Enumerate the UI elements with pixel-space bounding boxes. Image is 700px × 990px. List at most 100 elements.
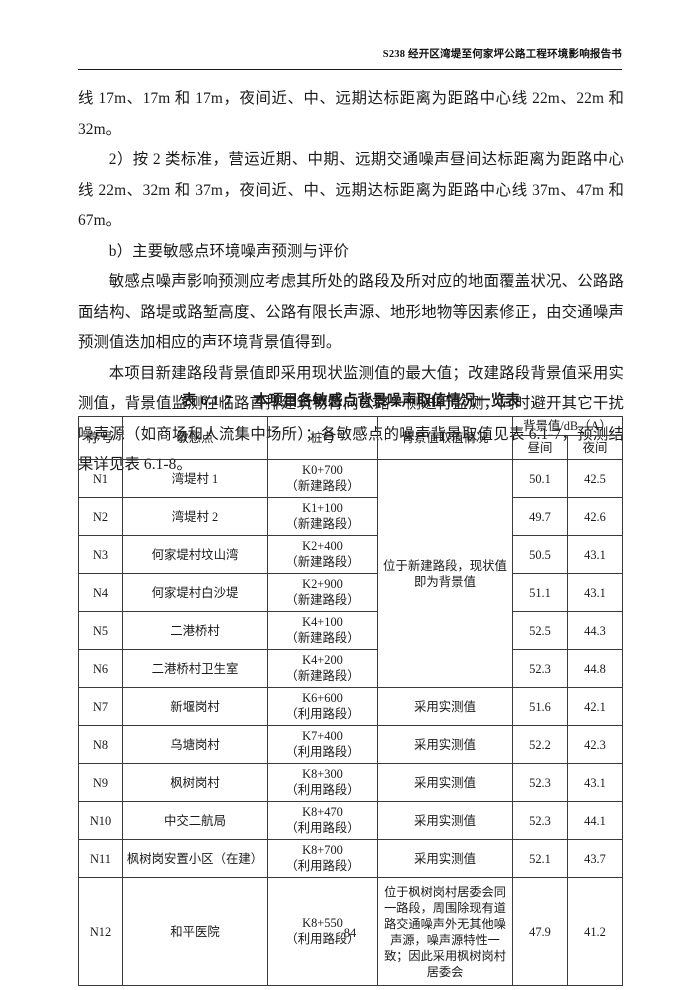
cell-no: N4: [78, 573, 123, 612]
table-row: N10 中交二航局 K8+470 （利用路段） 采用实测值 52.3 44.1: [78, 801, 623, 840]
running-header: S238 经开区湾堤至何家坪公路工程环境影响报告书: [382, 49, 622, 60]
header-divider: [78, 69, 622, 70]
cell-stake: K4+100 （新建路段）: [267, 611, 378, 650]
stake-chainage: K0+700: [302, 463, 343, 477]
cell-day-value: 52.3: [512, 801, 568, 840]
table-row: N1 湾堤村 1 K0+700 （新建路段） 位于新建路段，现状值即为背景值 50.1 42…: [78, 459, 623, 688]
cell-night-value: 44.1: [567, 801, 623, 840]
stake-segment: （新建路段）: [285, 592, 360, 607]
cell-point: 乌塘岗村: [122, 725, 268, 764]
table-caption: 表 6.1-7 本项目各敏感点背景噪声取值情况一览表: [78, 389, 624, 410]
table-row: N8 乌塘岗村 K7+400 （利用路段） 采用实测值 52.2 42.3: [78, 725, 623, 764]
cell-day-value: 52.3: [512, 763, 568, 802]
table-row: N6 二港桥村卫生室 K4+200 （新建路段） 52.3 44.8: [78, 649, 623, 688]
stake-chainage: K2+900: [302, 577, 343, 591]
header-no: 序号: [78, 416, 123, 460]
paragraph-1: 线 17m、17m 和 17m，夜间近、中、远期达标距离为距路中心线 22m、2…: [78, 90, 624, 138]
cell-stake: K4+200 （新建路段）: [267, 649, 378, 688]
cell-point: 枫树岗安置小区（在建）: [122, 839, 268, 878]
cell-day-value: 49.7: [512, 497, 568, 536]
table-caption-text: 本项目各敏感点背景噪声取值情况一览表: [253, 393, 521, 409]
stake-chainage: K4+100: [302, 615, 343, 629]
table-row: N9 枫树岗村 K8+300 （利用路段） 采用实测值 52.3 43.1: [78, 763, 623, 802]
cell-day-value: 52.5: [512, 611, 568, 650]
cell-stake: K2+400 （新建路段）: [267, 535, 378, 574]
cell-point: 中交二航局: [122, 801, 268, 840]
cell-situation: 采用实测值: [377, 725, 513, 764]
cell-situation: 采用实测值: [377, 839, 513, 878]
cell-day-value: 52.1: [512, 839, 568, 878]
cell-stake: K8+300 （利用路段）: [267, 763, 378, 802]
stake-segment: （利用路段）: [285, 931, 360, 946]
table-row: N4 何家堤村白沙堤 K2+900 （新建路段） 51.1 43.1: [78, 573, 623, 612]
cell-no: N6: [78, 649, 123, 688]
cell-night-value: 41.2: [567, 877, 623, 986]
paragraph-2: 2）按 2 类标准，营运近期、中期、远期交通噪声昼间达标距离为距路中心线 22m…: [78, 151, 624, 229]
header-point: 敏感点: [122, 416, 268, 460]
stake-chainage: K8+700: [302, 843, 343, 857]
cell-night-value: 42.3: [567, 725, 623, 764]
cell-no: N1: [78, 459, 123, 498]
stake-segment: （利用路段）: [285, 782, 360, 797]
table-header-row-1: 序号 敏感点 桩号 背景值取值情况 背景值/dB（A）: [78, 416, 623, 460]
background-noise-table-wrapper: 序号 敏感点 桩号 背景值取值情况 背景值/dB（A） 昼间 夜间 N1 湾堤村 …: [78, 416, 623, 986]
page-number: 84: [343, 926, 357, 940]
stake-segment: （利用路段）: [285, 744, 360, 759]
stake-chainage: K6+600: [302, 691, 343, 705]
cell-night-value: 43.1: [567, 573, 623, 612]
cell-no: N7: [78, 687, 123, 726]
stake-segment: （利用路段）: [285, 858, 360, 873]
cell-day-value: 52.3: [512, 649, 568, 688]
cell-night-value: 42.1: [567, 687, 623, 726]
stake-chainage: K4+200: [302, 653, 343, 667]
stake-segment: （新建路段）: [285, 668, 360, 683]
background-noise-table: 序号 敏感点 桩号 背景值取值情况 背景值/dB（A） 昼间 夜间 N1 湾堤村 …: [78, 416, 623, 986]
cell-night-value: 43.1: [567, 535, 623, 574]
cell-night-value: 42.5: [567, 459, 623, 498]
cell-situation: 采用实测值: [377, 801, 513, 840]
table-row: N7 新堰岗村 K6+600 （利用路段） 采用实测值 51.6 42.1: [78, 687, 623, 726]
cell-stake: K2+900 （新建路段）: [267, 573, 378, 612]
table-row: N2 湾堤村 2 K1+100 （新建路段） 49.7 42.6: [78, 497, 623, 536]
cell-point: 何家堤村坟山湾: [122, 535, 268, 574]
stake-segment: （新建路段）: [285, 478, 360, 493]
header-day: 昼间: [512, 435, 568, 460]
cell-no: N3: [78, 535, 123, 574]
table-row: N11 枫树岗安置小区（在建） K8+700 （利用路段） 采用实测值 52.1 43.7: [78, 839, 623, 878]
cell-day-value: 52.2: [512, 725, 568, 764]
cell-point: 何家堤村白沙堤: [122, 573, 268, 612]
cell-no: N11: [78, 839, 123, 878]
cell-stake: K0+700 （新建路段）: [267, 459, 378, 498]
cell-day-value: 51.1: [512, 573, 568, 612]
stake-chainage: K1+100: [302, 501, 343, 515]
cell-no: N10: [78, 801, 123, 840]
header-stake: 桩号: [267, 416, 378, 460]
cell-day-value: 51.6: [512, 687, 568, 726]
paragraph-4: 敏感点噪声影响预测应考虑其所处的路段及所对应的地面覆盖状况、公路路面结构、路堤或…: [78, 273, 624, 351]
cell-point: 新堰岗村: [122, 687, 268, 726]
cell-point: 二港桥村: [122, 611, 268, 650]
stake-segment: （新建路段）: [285, 630, 360, 645]
stake-chainage: K8+470: [302, 805, 343, 819]
cell-night-value: 42.6: [567, 497, 623, 536]
stake-segment: （利用路段）: [285, 820, 360, 835]
cell-stake: K6+600 （利用路段）: [267, 687, 378, 726]
cell-day-value: 50.1: [512, 459, 568, 498]
stake-segment: （新建路段）: [285, 516, 360, 531]
stake-chainage: K2+400: [302, 539, 343, 553]
stake-segment: （利用路段）: [285, 706, 360, 721]
stake-chainage: K7+400: [302, 729, 343, 743]
cell-stake: K8+550 （利用路段）: [267, 877, 378, 986]
cell-point: 和平医院: [122, 877, 268, 986]
cell-situation: 采用实测值: [377, 763, 513, 802]
cell-no: N2: [78, 497, 123, 536]
cell-situation-long: 位于枫树岗村居委会同一路段，周围除现有道路交通噪声外无其他噪声源，噪声源特性一致…: [377, 877, 513, 986]
body-text-area: 线 17m、17m 和 17m，夜间近、中、远期达标距离为距路中心线 22m、2…: [78, 84, 624, 481]
stake-chainage: K8+300: [302, 767, 343, 781]
cell-stake: K8+470 （利用路段）: [267, 801, 378, 840]
cell-night-value: 44.3: [567, 611, 623, 650]
table-body: N1 湾堤村 1 K0+700 （新建路段） 位于新建路段，现状值即为背景值 50.1 42…: [78, 459, 623, 986]
cell-no: N5: [78, 611, 123, 650]
cell-no: N8: [78, 725, 123, 764]
